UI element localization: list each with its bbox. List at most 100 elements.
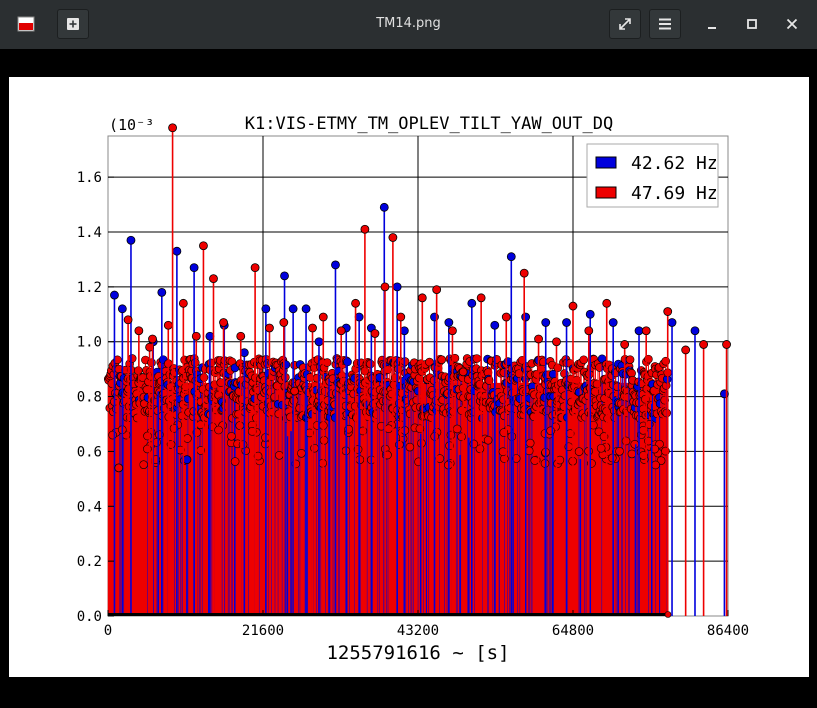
series-2-point bbox=[681, 345, 691, 355]
series-2-point bbox=[318, 312, 328, 322]
series-1-point bbox=[667, 318, 677, 327]
series-1-point bbox=[280, 271, 289, 281]
legend: 42.62 Hz 47.69 Hz bbox=[586, 143, 719, 208]
fullscreen-button[interactable] bbox=[609, 9, 641, 39]
series-1-point bbox=[608, 318, 618, 327]
sample-point bbox=[592, 379, 602, 389]
time-series-chart: 0 21600 43200 64800 86400 0.0 0.2 0.4 0.6 0.8 1.0 1… bbox=[77, 114, 749, 664]
series-1-point bbox=[562, 318, 571, 327]
x-tick-label: 43200 bbox=[397, 623, 439, 639]
series-1-point bbox=[157, 287, 167, 297]
series-2-point bbox=[417, 293, 427, 303]
sample-point bbox=[275, 450, 284, 460]
sample-point bbox=[596, 443, 606, 453]
plus-icon bbox=[67, 18, 79, 30]
sample-point bbox=[417, 438, 426, 448]
image-viewer-icon bbox=[17, 16, 35, 32]
x-tick-label: 0 bbox=[104, 623, 112, 639]
series-2-point bbox=[699, 340, 709, 349]
sample-point bbox=[384, 424, 393, 434]
sample-point bbox=[457, 432, 466, 442]
y-tick-label: 1.2 bbox=[77, 280, 102, 296]
series-2-point bbox=[199, 241, 208, 251]
sample-point bbox=[627, 449, 637, 459]
sample-point bbox=[297, 448, 306, 458]
series-2-point bbox=[458, 367, 468, 377]
series-2-point bbox=[380, 282, 390, 292]
sample-point bbox=[343, 357, 352, 367]
sample-point bbox=[546, 426, 555, 436]
sample-point bbox=[230, 457, 240, 466]
series-2-point bbox=[432, 285, 442, 295]
app-icon bbox=[10, 9, 42, 39]
series-2-point bbox=[178, 298, 188, 308]
minimize-icon bbox=[708, 27, 716, 29]
series-1-point bbox=[331, 260, 340, 270]
series-2-point bbox=[448, 326, 457, 336]
series-2-point bbox=[476, 293, 486, 303]
series-1-point bbox=[261, 304, 271, 314]
x-axis-label: 1255791616 ~ [s] bbox=[326, 642, 509, 664]
sample-point bbox=[650, 444, 659, 454]
legend-swatch-blue bbox=[595, 156, 617, 169]
series-2-point bbox=[168, 123, 177, 133]
series-2-point bbox=[145, 342, 155, 352]
series-2-point bbox=[501, 312, 511, 322]
series-2-point bbox=[191, 331, 201, 341]
legend-label-series-1: 42.62 Hz bbox=[631, 153, 718, 174]
series-1-point bbox=[288, 304, 298, 314]
minimize-button[interactable] bbox=[696, 9, 728, 39]
sample-point bbox=[139, 460, 148, 469]
dense-samples bbox=[103, 353, 673, 616]
sample-point bbox=[191, 358, 200, 368]
maximize-button[interactable] bbox=[736, 9, 768, 39]
sample-point bbox=[425, 357, 434, 367]
y-tick-label: 1.4 bbox=[77, 225, 102, 241]
x-tick-label: 21600 bbox=[242, 623, 284, 639]
sample-point bbox=[437, 355, 447, 364]
sample-point bbox=[183, 434, 192, 443]
series-1-point bbox=[506, 252, 516, 262]
series-2-point bbox=[351, 298, 360, 308]
series-1-point bbox=[189, 263, 199, 273]
sample-point bbox=[147, 358, 156, 368]
new-window-button[interactable] bbox=[57, 9, 89, 39]
series-2-point bbox=[134, 326, 144, 336]
window-title: TM14.png bbox=[376, 16, 441, 31]
series-1-point bbox=[392, 282, 402, 292]
close-button[interactable] bbox=[776, 9, 808, 39]
sample-point bbox=[574, 447, 584, 456]
y-tick-label: 0.6 bbox=[77, 444, 102, 460]
series-2-point bbox=[236, 331, 246, 341]
sample-point bbox=[572, 375, 581, 385]
menu-button[interactable] bbox=[649, 9, 681, 39]
sample-point bbox=[483, 435, 493, 445]
sample-point bbox=[366, 359, 375, 369]
y-tick-label: 0.2 bbox=[77, 554, 102, 570]
sample-point bbox=[405, 442, 415, 452]
series-2-point bbox=[114, 463, 124, 473]
series-1-point bbox=[379, 202, 389, 212]
sample-point bbox=[615, 446, 624, 456]
sample-point bbox=[108, 430, 117, 440]
sample-point bbox=[235, 421, 245, 430]
legend-swatch-red bbox=[595, 186, 617, 199]
series-2-point bbox=[279, 318, 289, 327]
y-tick-label: 0.0 bbox=[77, 609, 102, 625]
series-2-point bbox=[308, 323, 317, 333]
series-1-point bbox=[110, 290, 119, 300]
series-1-point bbox=[467, 298, 477, 308]
series-2-point bbox=[519, 268, 529, 278]
window-titlebar: TM14.png bbox=[0, 0, 817, 49]
series-2-point bbox=[584, 326, 594, 336]
series-1-point bbox=[301, 304, 311, 314]
x-tick-label: 86400 bbox=[707, 623, 749, 639]
series-1-point bbox=[117, 304, 127, 314]
y-tick-label: 0.8 bbox=[77, 390, 102, 406]
sample-point bbox=[358, 426, 368, 436]
y-tick-label: 0.4 bbox=[77, 499, 102, 515]
series-2-point bbox=[370, 329, 380, 338]
series-1-point bbox=[444, 318, 454, 327]
series-2-point bbox=[396, 312, 406, 322]
series-2-point bbox=[290, 386, 299, 396]
